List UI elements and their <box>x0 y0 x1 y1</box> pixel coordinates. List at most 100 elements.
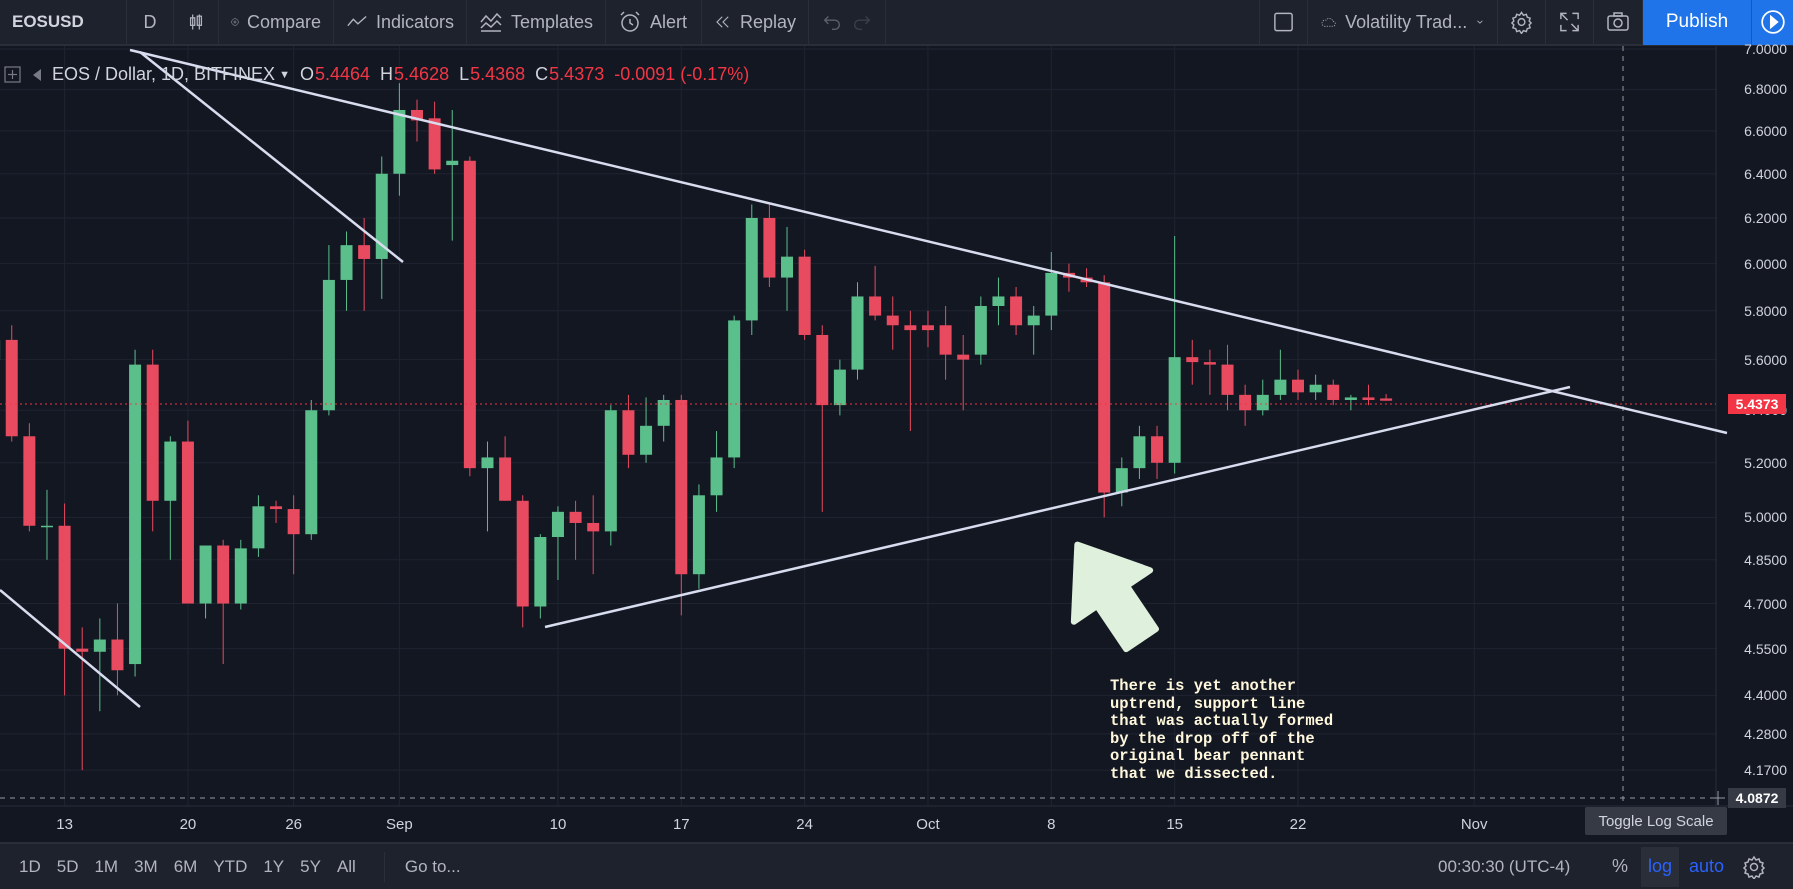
candle-body <box>199 545 212 604</box>
change-value: -0.0091 (-0.17%) <box>614 64 750 84</box>
symbol-search-button[interactable]: EOSUSD <box>0 0 127 45</box>
price-tick-label: 5.8000 <box>1744 302 1787 319</box>
auto-scale-toggle[interactable]: auto <box>1689 856 1725 876</box>
candle-body <box>93 639 106 652</box>
candle-body <box>1168 357 1181 463</box>
candle <box>146 349 159 532</box>
candle-body <box>1098 282 1111 493</box>
date-range-group: 1D 5D 1M 3M 6M YTD 1Y 5Y All <box>0 857 364 877</box>
interval-button[interactable]: D <box>127 0 174 45</box>
low-key: L <box>459 64 470 84</box>
candle-body <box>463 160 476 469</box>
time-tick-label: 15 <box>1166 816 1183 833</box>
candle-body <box>551 511 564 538</box>
grid-lines <box>0 46 1716 806</box>
candle <box>692 484 705 589</box>
legend-dropdown-icon[interactable]: ▼ <box>279 68 290 81</box>
candle <box>1203 349 1216 395</box>
candle <box>1380 394 1393 401</box>
candle-body <box>1203 362 1216 365</box>
candle <box>728 315 741 469</box>
candle-body <box>1027 315 1040 326</box>
replay-button[interactable]: Replay <box>702 0 809 45</box>
descending-resistance-line[interactable] <box>129 48 1728 435</box>
settings-button[interactable] <box>1498 0 1546 45</box>
candlestick-series <box>0 83 1393 771</box>
interval-label: D <box>143 11 157 32</box>
candle-body <box>181 441 194 604</box>
candle-body <box>622 410 635 455</box>
candle <box>23 423 36 532</box>
candle-body <box>1045 272 1058 316</box>
trendlines[interactable] <box>0 48 1728 708</box>
candle-body <box>921 325 934 331</box>
symbol-label: EOSUSD <box>12 12 84 31</box>
range-button-5y[interactable]: 5Y <box>300 856 321 876</box>
candle-body <box>886 315 899 326</box>
candle-body <box>851 296 864 370</box>
crosshair-price-label: 4.0872 <box>1728 788 1786 808</box>
candle <box>181 420 194 604</box>
candle <box>675 394 688 616</box>
fullscreen-rect-button[interactable] <box>1260 0 1308 45</box>
compare-button[interactable]: Compare <box>219 0 334 45</box>
candle-body <box>869 296 882 316</box>
candle <box>763 204 776 287</box>
annotation-text[interactable]: There is yet another uptrend, support li… <box>1110 677 1334 783</box>
redo-icon[interactable] <box>851 10 873 34</box>
range-button-all[interactable]: All <box>336 856 356 876</box>
candle <box>1010 286 1023 335</box>
candle-body <box>164 441 177 501</box>
price-tick-label: 4.7000 <box>1744 595 1787 612</box>
gear-icon[interactable] <box>1742 855 1766 879</box>
candle <box>534 534 547 619</box>
fullscreen-button[interactable] <box>1546 0 1594 45</box>
symbol-description[interactable]: EOS / Dollar, 1D, BITFINEX <box>52 64 276 84</box>
range-button-5d[interactable]: 5D <box>56 856 79 876</box>
go-to-date-button[interactable]: Go to... <box>383 851 461 882</box>
undo-icon[interactable] <box>821 10 843 34</box>
ascending-support-line[interactable] <box>544 385 1571 629</box>
candle <box>640 397 653 463</box>
price-tick-label: 5.0000 <box>1744 509 1787 526</box>
range-button-1d[interactable]: 1D <box>19 856 41 876</box>
early-downtrend-line[interactable] <box>0 589 141 708</box>
time-tick-label: 8 <box>1047 816 1056 833</box>
publish-button[interactable]: Publish <box>1643 0 1751 45</box>
range-button-3m[interactable]: 3M <box>134 856 158 876</box>
candle <box>58 503 71 696</box>
layout-selector-button[interactable]: Volatility Trad... <box>1308 0 1498 45</box>
collapse-square-icon[interactable] <box>4 65 22 84</box>
range-button-1y[interactable]: 1Y <box>263 856 285 876</box>
toggle-log-scale-tooltip: Toggle Log Scale <box>1585 807 1727 835</box>
candle <box>1309 374 1322 400</box>
percent-scale-toggle[interactable]: % <box>1612 856 1629 876</box>
range-button-ytd[interactable]: YTD <box>213 856 248 876</box>
candle <box>1327 379 1340 406</box>
crosshair-plus-marker <box>1711 791 1725 805</box>
clock-timezone[interactable]: 00:30:30 (UTC-4) <box>1438 856 1571 876</box>
candle-body <box>816 334 829 406</box>
candle-body <box>340 245 353 280</box>
candle <box>833 359 846 416</box>
snapshot-button[interactable] <box>1594 0 1643 45</box>
short-downtrend-line[interactable] <box>139 51 404 263</box>
candle-body <box>534 537 547 607</box>
candle-body <box>745 217 758 321</box>
compare-label: Compare <box>246 11 321 32</box>
range-button-6m[interactable]: 6M <box>173 856 198 876</box>
log-scale-toggle[interactable]: log <box>1641 846 1679 887</box>
templates-button[interactable]: Templates <box>467 0 606 45</box>
indicators-button[interactable]: Indicators <box>334 0 467 45</box>
candle-body <box>675 399 688 575</box>
chart-background <box>0 46 1793 842</box>
candle-body <box>569 511 582 523</box>
candle-body <box>23 436 36 526</box>
alert-button[interactable]: Alert <box>606 0 702 45</box>
publish-menu-button[interactable] <box>1751 0 1793 45</box>
range-button-1m[interactable]: 1M <box>94 856 119 876</box>
chart-canvas[interactable] <box>0 46 1793 842</box>
candle <box>111 603 124 696</box>
arrow-annotation[interactable] <box>1039 519 1179 665</box>
chart-type-button[interactable] <box>174 0 219 45</box>
